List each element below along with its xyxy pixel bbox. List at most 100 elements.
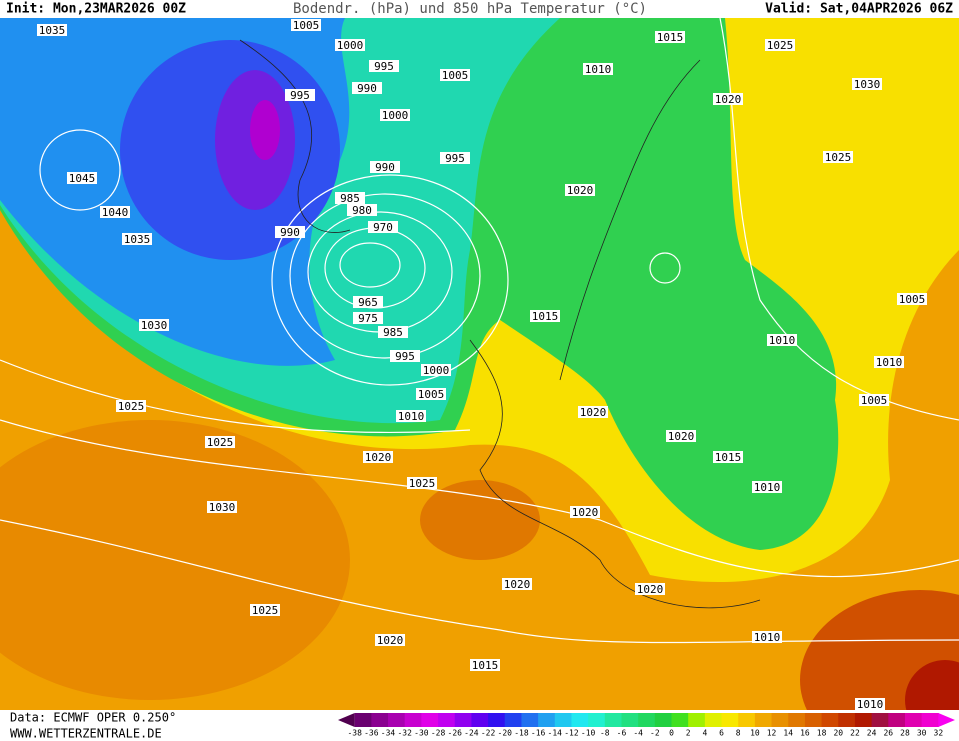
isobar-label: 1015: [532, 310, 559, 323]
colorbar-swatch: [638, 713, 656, 727]
colorbar-swatch: [604, 713, 622, 727]
colorbar-swatch: [488, 713, 506, 727]
isobar-label-bg: [416, 388, 446, 400]
colorbar-label: 4: [702, 729, 707, 738]
isobar-label-bg: [655, 31, 685, 43]
colorbar-label: -28: [431, 729, 446, 738]
colorbar-arrow: [938, 713, 955, 727]
colorbar-label: -20: [498, 729, 513, 738]
colorbar-label: -10: [581, 729, 596, 738]
colorbar-label: 18: [817, 729, 827, 738]
isobar-label: 1010: [398, 410, 425, 423]
isobar-label: 1020: [637, 583, 664, 596]
colorbar-label: 6: [719, 729, 724, 738]
isobar-label: 990: [280, 226, 300, 239]
colorbar-swatch: [554, 713, 572, 727]
isobar-label: 995: [395, 350, 415, 363]
isobar-label: 1010: [857, 698, 884, 711]
colorbar-swatch: [404, 713, 422, 727]
isobar-label-bg: [855, 698, 885, 710]
isobar-label-bg: [363, 451, 393, 463]
isobar-label-bg: [122, 233, 152, 245]
isobar-label-bg: [666, 430, 696, 442]
isobar-label: 1005: [861, 394, 888, 407]
colorbar-label: 26: [883, 729, 893, 738]
colorbar-label: 12: [767, 729, 777, 738]
isobar-label: 1030: [209, 501, 236, 514]
isobar-label: 1010: [769, 334, 796, 347]
isobar-label-bg: [578, 406, 608, 418]
isobar-label-bg: [874, 356, 904, 368]
isobar-label: 1045: [69, 172, 96, 185]
colorbar-swatch: [788, 713, 806, 727]
isobar-label: 1015: [472, 659, 499, 672]
isobar-label-bg: [823, 151, 853, 163]
colorbar-swatch: [871, 713, 889, 727]
isobar-label: 1030: [141, 319, 168, 332]
isobar-label-bg: [440, 152, 470, 164]
isobar-label-bg: [765, 39, 795, 51]
isobar-label-bg: [250, 604, 280, 616]
isobar-label-bg: [369, 60, 399, 72]
colorbar-label: 30: [917, 729, 927, 738]
isobar-label: 1005: [899, 293, 926, 306]
colorbar-swatch: [738, 713, 756, 727]
isobar-label: 965: [358, 296, 378, 309]
colorbar-swatch: [438, 713, 456, 727]
colorbar-label: -30: [414, 729, 429, 738]
colorbar-swatch: [538, 713, 556, 727]
isobar-label: 990: [375, 161, 395, 174]
isobar-label-bg: [635, 583, 665, 595]
isobar-label-bg: [502, 578, 532, 590]
isobar-label: 985: [383, 326, 403, 339]
isobar-label-bg: [859, 394, 889, 406]
colorbar-label: 32: [934, 729, 944, 738]
isobar-label-bg: [378, 326, 408, 338]
isobar-label-bg: [368, 221, 398, 233]
isobar-label-bg: [37, 24, 67, 36]
valid-time: Valid: Sat,04APR2026 06Z: [765, 2, 953, 17]
data-source: Data: ECMWF OPER 0.250°: [10, 711, 176, 725]
isobar-label: 1000: [423, 364, 450, 377]
colorbar-label: 24: [867, 729, 877, 738]
colorbar-swatch: [571, 713, 589, 727]
warm-core: [420, 480, 540, 560]
header-bar: [0, 0, 959, 18]
colorbar: -38 -36 -34 -32 -30 -28 -26 -24 -22 -20 -18 -16 -14-…: [338, 713, 955, 738]
colorbar-label: 22: [850, 729, 860, 738]
isobar-label: 990: [357, 82, 377, 95]
isobar-label-bg: [407, 477, 437, 489]
map-title: Bodendr. (hPa) und 850 hPa Temperatur (°…: [293, 1, 647, 17]
colorbar-label: -18: [514, 729, 529, 738]
isobar-label: 1020: [377, 634, 404, 647]
isobar-label-bg: [335, 192, 365, 204]
isobar-label: 1005: [442, 69, 469, 82]
isobar-label-bg: [713, 93, 743, 105]
isobar-label: 975: [358, 312, 378, 325]
isobar-label: 1020: [572, 506, 599, 519]
isobar-label: 980: [352, 204, 372, 217]
isobar-label: 1015: [715, 451, 742, 464]
colorbar-swatch: [504, 713, 522, 727]
isobar-label: 1005: [418, 388, 445, 401]
isobar-label-bg: [767, 334, 797, 346]
isobar-label: 1030: [854, 78, 881, 91]
colorbar-swatch: [354, 713, 372, 727]
colorbar-swatch: [588, 713, 606, 727]
isobar-label-bg: [583, 63, 613, 75]
colorbar-label: -6: [617, 729, 627, 738]
colorbar-swatch: [688, 713, 706, 727]
colorbar-swatch: [771, 713, 789, 727]
isobar-label: 985: [340, 192, 360, 205]
isobar-label: 970: [373, 221, 393, 234]
colorbar-swatch: [804, 713, 823, 727]
isobar-label-bg: [67, 172, 97, 184]
isobar-label-bg: [380, 109, 410, 121]
colorbar-label: 10: [750, 729, 760, 738]
colorbar-label: 0: [669, 729, 674, 738]
colorbar-label: -14: [548, 729, 563, 738]
colorbar-label: -22: [481, 729, 496, 738]
isobar-label: 1025: [409, 477, 436, 490]
isobar-label: 1025: [252, 604, 279, 617]
isobar-label: 1020: [715, 93, 742, 106]
